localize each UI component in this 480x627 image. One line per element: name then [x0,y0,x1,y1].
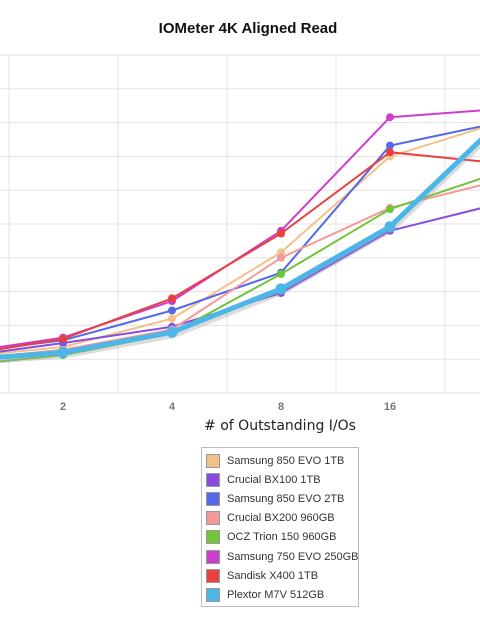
x-tick-label: 2 [60,401,66,410]
legend-label: Samsung 750 EVO 250GB [227,550,359,563]
data-point-7-3 [168,294,176,303]
legend-item: Samsung 850 EVO 2TB [206,489,354,508]
data-point-3-3 [168,306,176,315]
legend-item: Crucial BX200 960GB [206,509,354,528]
data-point-1-3 [168,314,176,323]
legend-swatch [206,549,220,564]
data-point-7-5 [386,148,394,157]
legend-swatch [206,491,220,506]
legend-swatch [206,472,220,487]
legend-swatch [206,568,220,583]
legend-item: Samsung 750 EVO 250GB [206,547,358,566]
series-line-1 [0,127,480,355]
legend-label: OCZ Trion 150 960GB [227,531,337,544]
legend-item: OCZ Trion 150 960GB [206,528,354,547]
data-point-8-4 [275,283,287,295]
legend-swatch [206,453,220,468]
data-point-8-2 [57,346,69,358]
legend-label: Plextor M7V 512GB [227,588,325,601]
series-line-8 [0,137,480,360]
legend-label: Samsung 850 EVO 2TB [227,492,345,505]
data-point-5-4 [277,270,285,278]
legend-item: Samsung 850 EVO 1TB [206,451,354,470]
chart-title: IOMeter 4K Aligned Read [158,20,338,37]
line-chart: 2 4 8 16 [0,54,480,410]
data-point-6-5 [386,113,394,122]
legend-label: Samsung 850 EVO 1TB [227,454,345,467]
legend-item: Crucial BX100 1TB [206,470,354,489]
series-line-5 [0,177,480,363]
x-tick-label: 8 [278,401,284,410]
legend-item: Sandisk X400 1TB [206,566,354,585]
legend-swatch [206,530,220,545]
series-line-6 [0,109,480,348]
data-point-3-5 [386,141,394,150]
legend-swatch [206,587,220,602]
data-point-5-5 [386,205,394,214]
series-line-shadow [0,140,480,364]
data-point-7-4 [277,229,285,238]
data-point-7-2 [59,334,67,343]
legend-label: Crucial BX100 1TB [227,473,321,486]
data-point-8-3 [166,326,178,338]
data-point-8-5 [384,221,396,233]
data-point-4-4 [277,253,285,262]
legend-label: Sandisk X400 1TB [227,569,319,582]
legend: Samsung 850 EVO 1TB Crucial BX100 1TB Sams… [201,447,359,607]
x-tick-label: 4 [169,401,176,410]
legend-item: Plextor M7V 512GB [206,585,354,604]
x-axis-title: # of Outstanding I/Os [204,418,356,434]
x-tick-label: 16 [384,401,396,410]
series-line-3 [0,125,480,350]
series-line-7 [0,151,480,351]
legend-swatch [206,511,220,526]
legend-label: Crucial BX200 960GB [227,512,335,525]
